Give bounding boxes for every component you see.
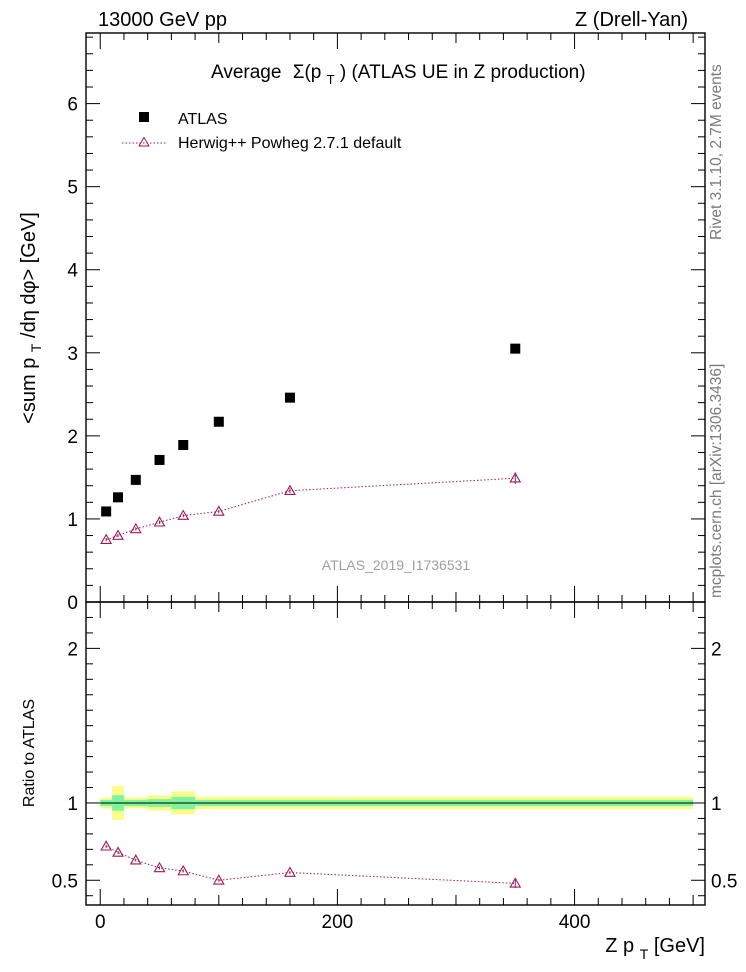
ratio-mc-point bbox=[509, 877, 522, 888]
ratio-marks bbox=[100, 840, 522, 888]
ratio-mc-point bbox=[112, 846, 124, 857]
ratio-panel: 0.5 0.5 1 1 2 2 0 200 400 Ratio to ATLAS Z p T … bbox=[21, 601, 738, 964]
legend-marker-mc bbox=[138, 136, 150, 147]
xlabel-subscript: T bbox=[640, 946, 649, 962]
ylabel-b: /dη dφ> [GeV] bbox=[18, 212, 40, 338]
ratio-plot-frame bbox=[85, 601, 706, 906]
header-right: Z (Drell-Yan) bbox=[575, 9, 688, 31]
mc-point bbox=[112, 529, 124, 540]
title-main: Average bbox=[211, 62, 281, 83]
main-y-axis-label: <sum p T /dη dφ> [GeV] bbox=[18, 212, 46, 424]
ylabel-subscript: T bbox=[28, 343, 44, 352]
xlabel-b: [GeV] bbox=[654, 935, 705, 957]
main-y-tick-label: 5 bbox=[67, 178, 78, 199]
ratio-x-tick-label: 200 bbox=[322, 912, 354, 933]
atlas-point bbox=[113, 492, 124, 503]
ratio-x-tick-label: 400 bbox=[559, 912, 591, 933]
ratio-y-tick-label-left: 0.5 bbox=[52, 871, 78, 892]
ratio-x-axis-label: Z p T [GeV] bbox=[605, 935, 705, 964]
legend-label-atlas: ATLAS bbox=[178, 111, 228, 128]
title-rest: ) (ATLAS UE in Z production) bbox=[340, 62, 586, 83]
ratio-y-axis-label: Ratio to ATLAS bbox=[21, 699, 38, 807]
ratio-mc-point bbox=[177, 864, 190, 876]
ratio-axis-ticks bbox=[86, 602, 705, 905]
ratio-bands bbox=[100, 785, 694, 820]
ratio-mc-point bbox=[284, 866, 296, 877]
atlas-point bbox=[510, 343, 521, 354]
main-y-tick-label: 6 bbox=[67, 95, 78, 116]
ratio-mc-point bbox=[129, 854, 142, 865]
main-y-tick-label: 3 bbox=[67, 344, 78, 365]
atlas-point bbox=[213, 416, 224, 427]
mc-point bbox=[129, 522, 142, 534]
ratio-y-tick-label-right: 0.5 bbox=[711, 871, 737, 892]
mc-point bbox=[100, 533, 113, 545]
main-y-tick-label: 0 bbox=[67, 593, 78, 614]
mc-point bbox=[177, 509, 190, 520]
ratio-x-tick-label: 0 bbox=[95, 912, 106, 933]
ratio-y-tick-label-right: 1 bbox=[711, 794, 722, 815]
xlabel-a: Z p bbox=[605, 935, 634, 957]
ratio-y-tick-labels: 0.5 0.5 1 1 2 2 bbox=[52, 639, 738, 892]
main-y-tick-label: 4 bbox=[67, 261, 78, 282]
main-plot-title: Average Σ(p T ) (ATLAS UE in Z productio… bbox=[211, 62, 586, 89]
main-marks bbox=[100, 343, 522, 545]
main-y-tick-label: 2 bbox=[67, 427, 78, 448]
atlas-point bbox=[154, 454, 165, 465]
main-axis-ticks bbox=[86, 33, 705, 603]
rivet-label: Rivet 3.1.10, 2.7M events bbox=[708, 64, 725, 240]
mc-point bbox=[212, 505, 225, 516]
legend-marker-atlas bbox=[139, 112, 149, 122]
ratio-mc-point bbox=[100, 840, 113, 851]
ratio-x-tick-labels: 0 200 400 bbox=[95, 912, 590, 933]
main-y-tick-labels: 0 1 2 3 4 5 6 bbox=[67, 95, 78, 614]
atlas-point bbox=[284, 392, 295, 403]
watermark: ATLAS_2019_I1736531 bbox=[322, 557, 471, 573]
legend: ATLAS Herwig++ Powheg 2.7.1 default bbox=[122, 111, 402, 152]
mc-point bbox=[284, 484, 296, 495]
atlas-point bbox=[101, 506, 112, 517]
title-sigma: Σ(p bbox=[293, 62, 322, 83]
ratio-mc-point bbox=[153, 861, 166, 873]
ratio-y-tick-label-right: 2 bbox=[711, 639, 722, 660]
mc-point bbox=[509, 472, 522, 483]
mc-point bbox=[153, 516, 166, 527]
ratio-y-tick-label-left: 2 bbox=[67, 639, 78, 660]
atlas-point bbox=[130, 474, 141, 485]
mcplots-label: mcplots.cern.ch [arXiv:1306.3436] bbox=[708, 364, 725, 598]
header-left: 13000 GeV pp bbox=[98, 9, 227, 31]
legend-label-mc: Herwig++ Powheg 2.7.1 default bbox=[178, 135, 402, 152]
atlas-point bbox=[178, 440, 189, 451]
main-y-tick-label: 1 bbox=[67, 510, 78, 531]
ratio-y-tick-label-left: 1 bbox=[67, 794, 78, 815]
ratio-mc-point bbox=[212, 874, 225, 885]
ylabel-a: <sum p bbox=[18, 358, 40, 424]
title-subscript: T bbox=[327, 72, 335, 87]
